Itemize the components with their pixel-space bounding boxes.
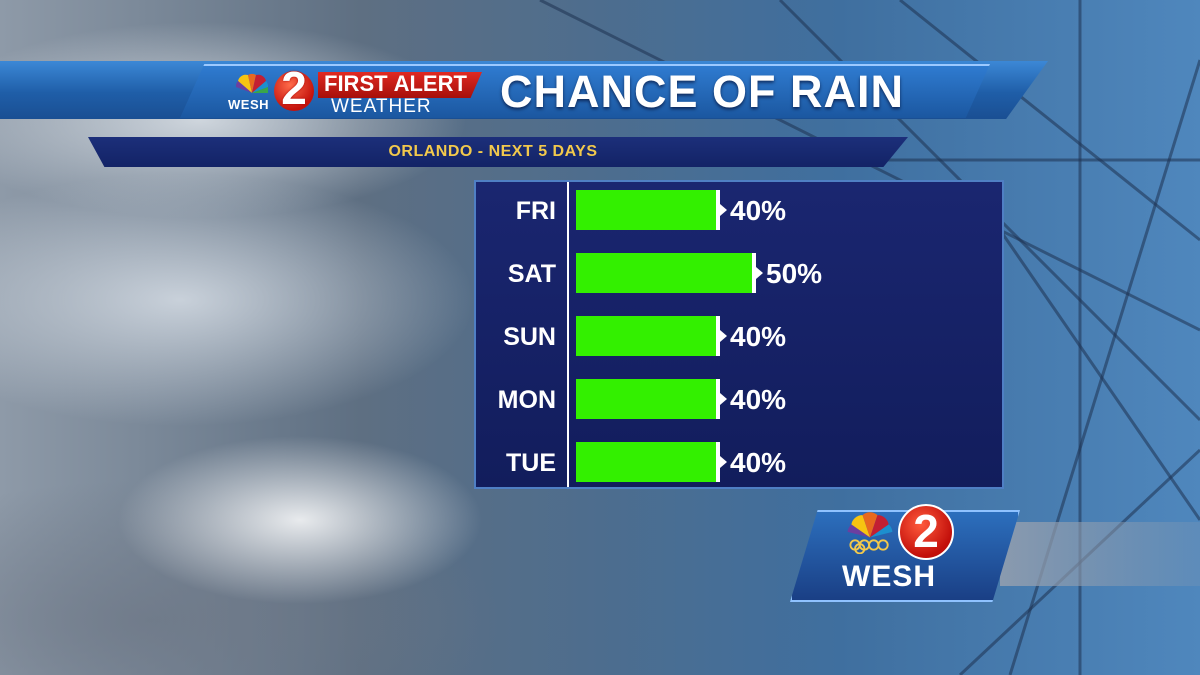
rain-chance-chart: FRI 40% SAT 50% SUN 40% MON 40% TUE 40% bbox=[498, 182, 822, 487]
bar-pointer-sun bbox=[720, 330, 727, 342]
chart-panel: FRI 40% SAT 50% SUN 40% MON 40% TUE 40% bbox=[474, 180, 1004, 489]
channel-number-small: 2 bbox=[281, 62, 307, 114]
subtitle: ORLANDO - NEXT 5 DAYS bbox=[388, 143, 598, 160]
bar-mon bbox=[576, 379, 720, 419]
first-label: FIRST bbox=[324, 71, 388, 96]
category-label-mon: MON bbox=[498, 386, 556, 414]
logo-strip bbox=[1000, 522, 1200, 586]
subtitle-bar bbox=[88, 137, 908, 167]
bar-tue bbox=[576, 442, 720, 482]
bar-edge-sat bbox=[752, 253, 756, 293]
bar-sun bbox=[576, 316, 720, 356]
header-station-logo: 2 WESH bbox=[228, 63, 314, 115]
bar-edge-fri bbox=[716, 190, 720, 230]
value-label-fri: 40% bbox=[730, 195, 786, 226]
bar-pointer-tue bbox=[720, 456, 727, 468]
value-label-sat: 50% bbox=[766, 258, 822, 289]
station-logo: 2 WESH bbox=[790, 504, 1020, 602]
value-label-mon: 40% bbox=[730, 384, 786, 415]
bar-fri bbox=[576, 190, 720, 230]
first-alert-tag bbox=[318, 72, 482, 98]
value-label-tue: 40% bbox=[730, 447, 786, 478]
bar-edge-sun bbox=[716, 316, 720, 356]
bar-pointer-mon bbox=[720, 393, 727, 405]
category-label-fri: FRI bbox=[516, 197, 556, 225]
channel-number: 2 bbox=[913, 505, 939, 557]
category-label-sat: SAT bbox=[508, 260, 556, 288]
station-name: WESH bbox=[842, 560, 936, 593]
page-title: CHANCE OF RAIN bbox=[500, 66, 904, 117]
bar-edge-mon bbox=[716, 379, 720, 419]
station-name-small: WESH bbox=[228, 97, 269, 112]
header-title-plate bbox=[180, 64, 990, 118]
bar-sat bbox=[576, 253, 756, 293]
peacock-olympic-icon bbox=[847, 512, 893, 554]
value-label-sun: 40% bbox=[730, 321, 786, 352]
weather-label: WEATHER bbox=[331, 96, 432, 117]
peacock-icon bbox=[235, 73, 269, 93]
category-label-tue: TUE bbox=[506, 449, 556, 477]
bar-edge-tue bbox=[716, 442, 720, 482]
first-alert-text: FIRST ALERT bbox=[324, 71, 467, 97]
category-label-sun: SUN bbox=[503, 323, 556, 351]
bar-pointer-fri bbox=[720, 204, 727, 216]
channel-badge bbox=[274, 71, 314, 111]
bar-pointer-sat bbox=[756, 267, 763, 279]
alert-label: ALERT bbox=[393, 71, 467, 96]
channel-badge-large bbox=[898, 504, 954, 560]
